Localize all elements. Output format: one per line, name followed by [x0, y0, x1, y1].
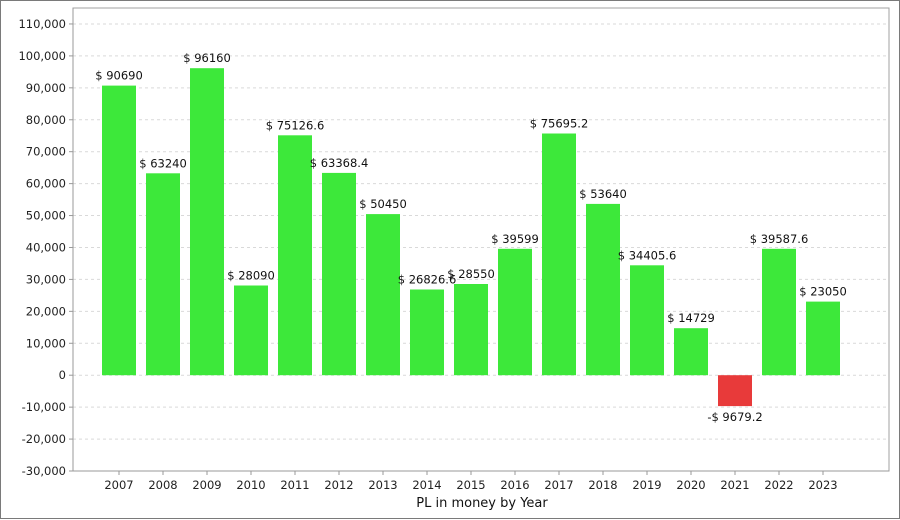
bar [718, 375, 752, 407]
data-label: $ 23050 [799, 285, 847, 299]
grid-lines [72, 7, 890, 472]
bar [630, 265, 664, 376]
x-tick-label: 2015 [456, 478, 485, 492]
data-label: $ 90690 [95, 69, 143, 83]
y-tick-label: 110,000 [18, 17, 66, 31]
x-tick-label: 2021 [720, 478, 749, 492]
bar [762, 248, 796, 376]
x-tick-label: 2012 [324, 478, 353, 492]
data-label: $ 63368.4 [310, 156, 369, 170]
data-label: $ 26826.6 [398, 273, 457, 287]
bar [102, 85, 136, 376]
x-tick-label: 2018 [588, 478, 617, 492]
data-label: $ 39587.6 [750, 232, 809, 246]
y-tick-label: 80,000 [26, 113, 66, 127]
y-tick-label: 50,000 [26, 209, 66, 223]
data-label: $ 28550 [447, 267, 495, 281]
y-tick-label: 70,000 [26, 145, 66, 159]
x-axis: 2007 2008 2009 2010 2011 2012 2013 2014 2015 2016… [73, 470, 889, 492]
x-tick-label: 2023 [808, 478, 837, 492]
x-tick-label: 2020 [676, 478, 705, 492]
x-tick-label: 2016 [500, 478, 529, 492]
data-label: $ 63240 [139, 156, 187, 170]
x-tick-label: 2017 [544, 478, 573, 492]
data-label: $ 50450 [359, 197, 407, 211]
x-tick-label: 2008 [148, 478, 177, 492]
y-tick-label: -20,000 [22, 432, 66, 446]
y-axis: -30,000 -20,000 -10,000 0 10,000 20,000 30,000… [18, 8, 74, 478]
data-label: $ 75126.6 [266, 118, 325, 132]
y-tick-label: 0 [59, 368, 66, 382]
y-tick-label: -10,000 [22, 400, 66, 414]
data-label: $ 75695.2 [530, 117, 589, 131]
bars [102, 68, 840, 407]
bar [322, 172, 356, 376]
x-axis-title: PL in money by Year [416, 496, 548, 511]
x-tick-label: 2019 [632, 478, 661, 492]
bar [278, 135, 312, 376]
data-label: $ 14729 [667, 311, 715, 325]
y-tick-label: 60,000 [26, 177, 66, 191]
bar [806, 301, 840, 376]
y-tick-label: 20,000 [26, 304, 66, 318]
bar [410, 289, 444, 376]
x-tick-label: 2011 [280, 478, 309, 492]
y-tick-label: 10,000 [26, 336, 66, 350]
bar [454, 284, 488, 376]
bar [366, 214, 400, 376]
data-label: $ 39599 [491, 232, 539, 246]
bar [190, 68, 224, 376]
data-label: $ 34405.6 [618, 248, 677, 262]
y-tick-label: 30,000 [26, 272, 66, 286]
x-tick-label: 2014 [412, 478, 441, 492]
bar [542, 133, 576, 376]
x-tick-label: 2010 [236, 478, 265, 492]
bar [146, 173, 180, 376]
data-label: -$ 9679.2 [707, 410, 762, 424]
data-label: $ 53640 [579, 187, 627, 201]
bar [234, 285, 268, 376]
x-tick-label: 2022 [764, 478, 793, 492]
bar [674, 328, 708, 376]
x-tick-label: 2013 [368, 478, 397, 492]
bar [586, 203, 620, 376]
x-tick-label: 2007 [104, 478, 133, 492]
x-tick-label: 2009 [192, 478, 221, 492]
y-tick-label: 90,000 [26, 81, 66, 95]
bar [498, 248, 532, 376]
data-label: $ 28090 [227, 269, 275, 283]
data-labels: $ 90690 $ 63240 $ 96160 $ 28090 $ 75126.6 $ 6… [95, 51, 847, 424]
y-tick-label: 40,000 [26, 240, 66, 254]
y-tick-label: 100,000 [18, 49, 66, 63]
data-label: $ 96160 [183, 51, 231, 65]
y-tick-label: -30,000 [22, 464, 66, 478]
